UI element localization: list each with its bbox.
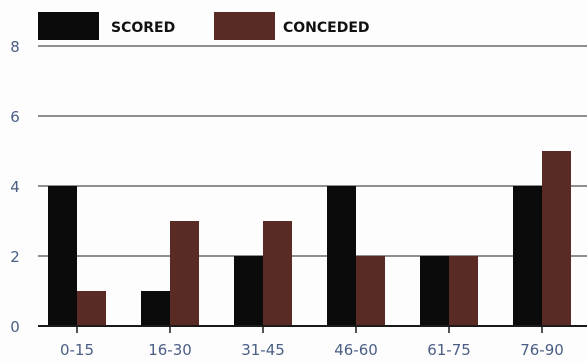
bar-conceded-16-30 bbox=[170, 221, 199, 326]
legend-label-conceded: CONCEDED bbox=[283, 20, 370, 36]
y-tick-label: 0 bbox=[10, 318, 20, 336]
bar-conceded-76-90 bbox=[542, 151, 571, 326]
bar-conceded-31-45 bbox=[263, 221, 292, 326]
bar-scored-16-30 bbox=[141, 291, 170, 326]
legend: SCORED CONCEDED bbox=[38, 12, 370, 40]
x-tick-label-16-30: 16-30 bbox=[148, 341, 192, 359]
x-tick-label-31-45: 31-45 bbox=[241, 341, 285, 359]
y-tick-labels: 0 2 4 6 8 bbox=[10, 38, 20, 336]
x-tick-label-0-15: 0-15 bbox=[60, 341, 94, 359]
x-tick-label-46-60: 46-60 bbox=[334, 341, 378, 359]
legend-swatch-scored bbox=[38, 12, 99, 40]
y-tick-label: 2 bbox=[10, 248, 20, 266]
axes bbox=[38, 325, 587, 333]
x-tick-labels: 0-15 16-30 31-45 46-60 61-75 76-90 bbox=[60, 341, 564, 359]
gridlines bbox=[38, 45, 587, 257]
bars bbox=[48, 151, 571, 326]
x-tick-label-61-75: 61-75 bbox=[427, 341, 471, 359]
legend-swatch-conceded bbox=[214, 12, 275, 40]
bar-conceded-0-15 bbox=[77, 291, 106, 326]
bar-conceded-61-75 bbox=[449, 256, 478, 326]
bar-conceded-46-60 bbox=[356, 256, 385, 326]
bar-scored-0-15 bbox=[48, 186, 77, 326]
x-tick-label-76-90: 76-90 bbox=[520, 341, 564, 359]
bar-scored-46-60 bbox=[327, 186, 356, 326]
y-tick-label: 4 bbox=[10, 178, 20, 196]
bar-scored-76-90 bbox=[513, 186, 542, 326]
legend-label-scored: SCORED bbox=[111, 20, 175, 36]
bar-scored-31-45 bbox=[234, 256, 263, 326]
y-tick-label: 8 bbox=[10, 38, 20, 56]
bar-scored-61-75 bbox=[420, 256, 449, 326]
y-tick-label: 6 bbox=[10, 108, 20, 126]
